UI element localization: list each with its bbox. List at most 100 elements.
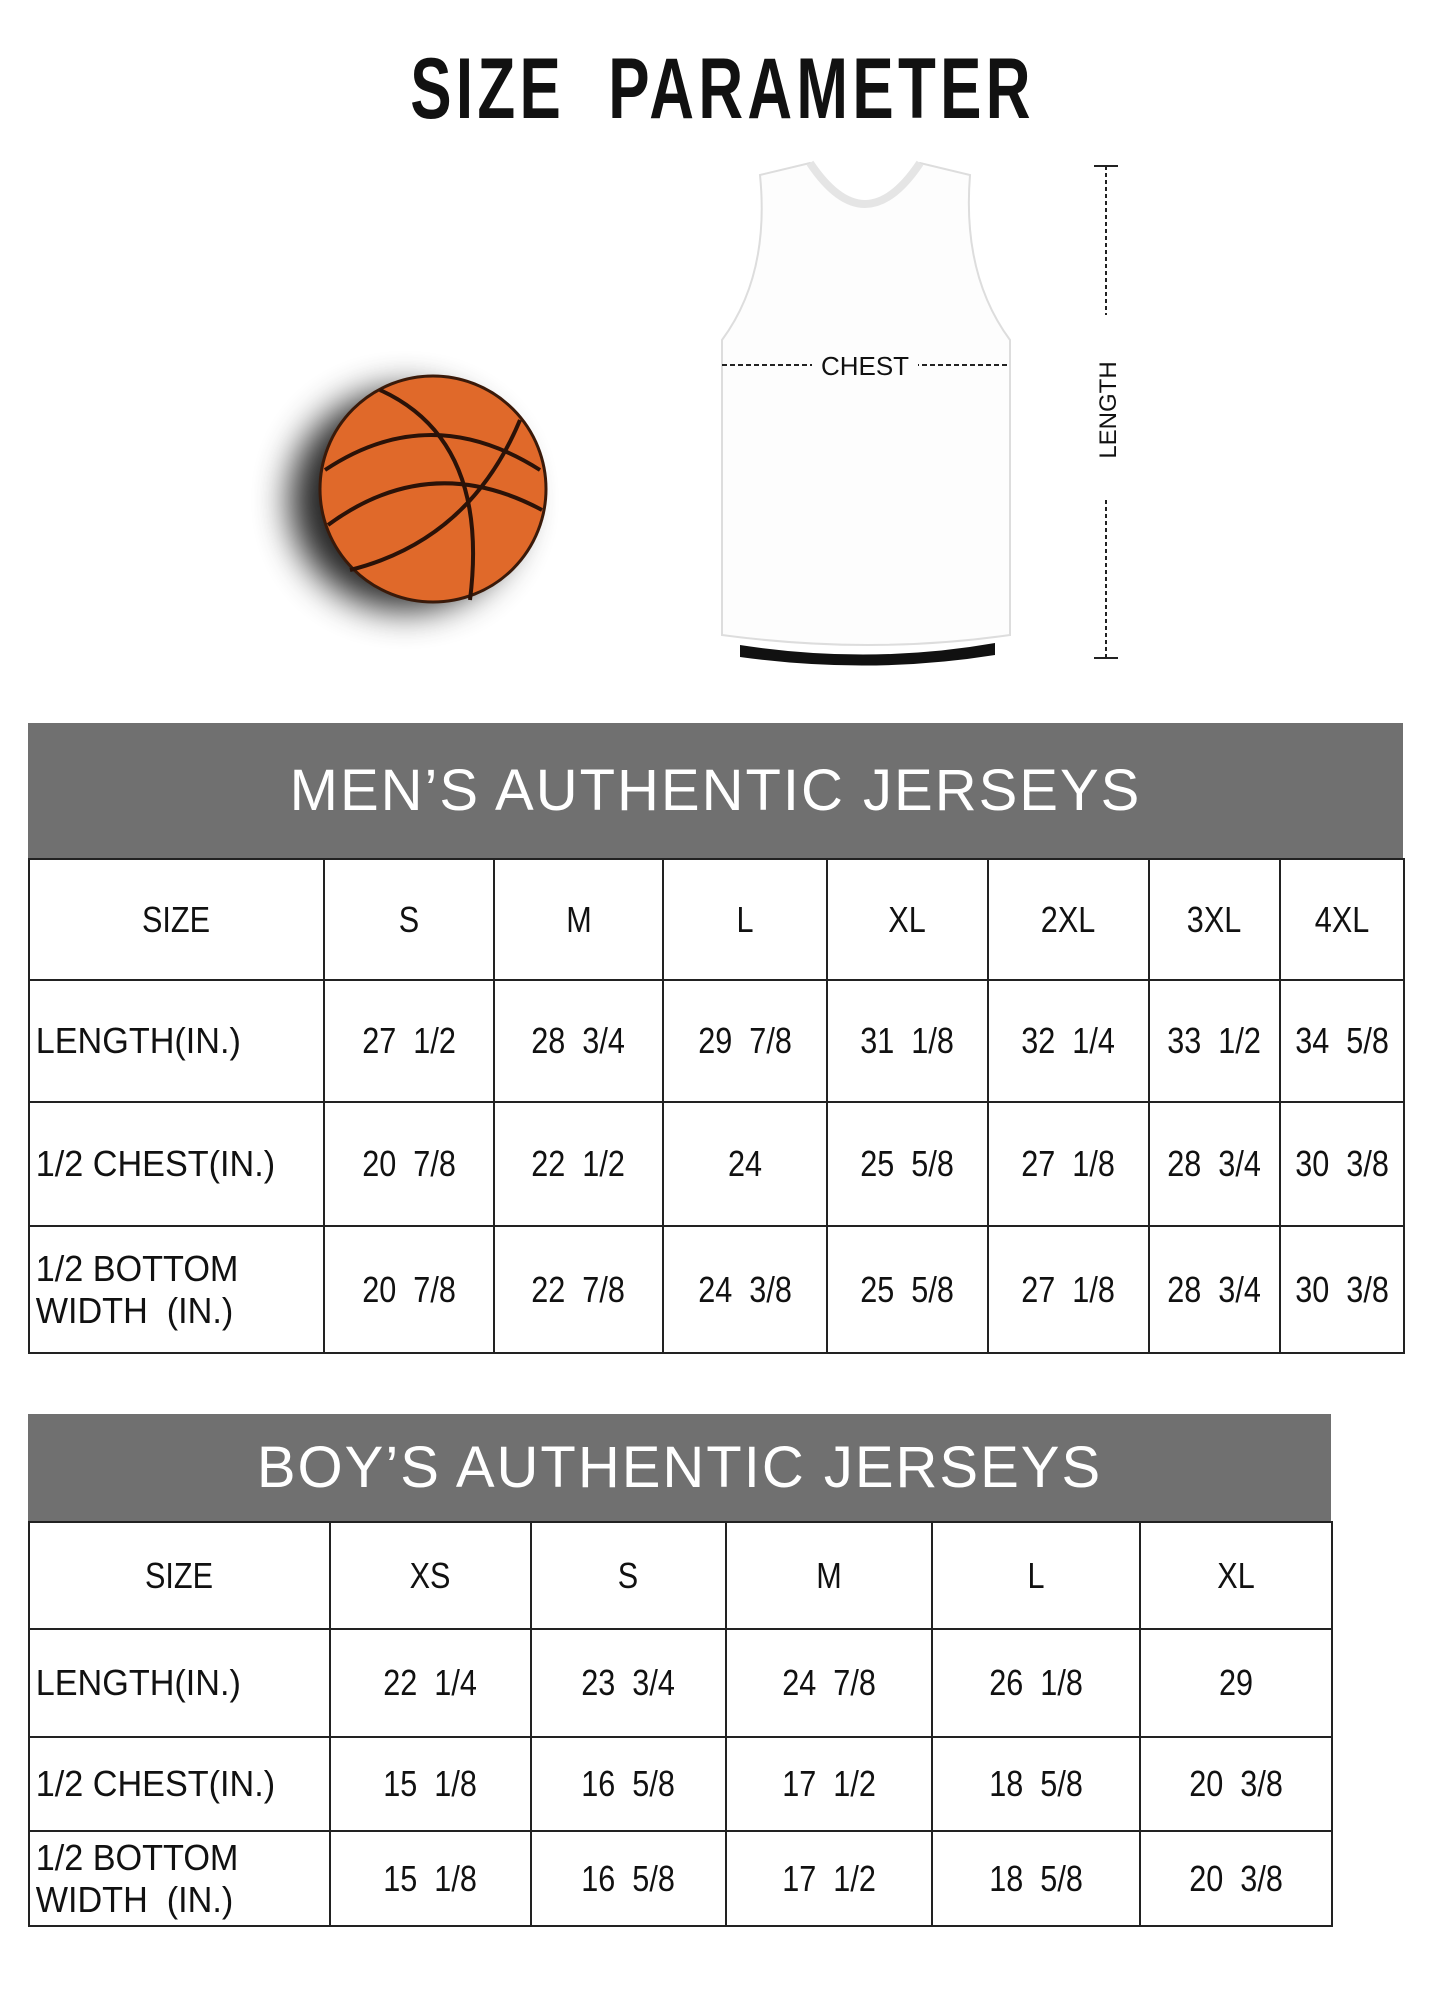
size-header-cell: S [530, 1521, 727, 1630]
measurement-value-cell: 20 3/8 [1139, 1830, 1333, 1927]
table-header-row: SIZE S M L XL 2XL 3XL 4XL [28, 858, 1405, 981]
cell-text: 22 7/8 [531, 1268, 626, 1310]
cell-text: 18 5/8 [989, 1763, 1083, 1804]
measurement-value-cell: 29 7/8 [662, 979, 828, 1103]
measurement-value-cell: 25 5/8 [826, 1101, 989, 1227]
cell-text: 16 5/8 [581, 1857, 676, 1899]
cell-text: 18 5/8 [989, 1857, 1083, 1899]
table-row: 1/2 BOTTOM WIDTH (IN.) 15 1/8 16 5/8 17 1/2… [28, 1830, 1333, 1927]
cell-text: 15 1/8 [383, 1857, 478, 1899]
length-label: LENGTH [1095, 361, 1122, 458]
measurement-label-cell: 1/2 CHEST(IN.) [28, 1736, 331, 1832]
table-row: LENGTH(IN.) 22 1/4 23 3/4 24 7/8 26 1/8 29 [28, 1628, 1333, 1738]
cell-text: 24 3/8 [698, 1268, 792, 1310]
size-header-cell: S [323, 858, 495, 981]
cell-text: XL [1217, 1554, 1255, 1596]
measurement-value-cell: 26 1/8 [931, 1628, 1141, 1738]
cell-text: 27 1/8 [1021, 1143, 1116, 1184]
cell-text: 20 7/8 [362, 1268, 456, 1310]
page-title: SIZE PARAMETER [410, 41, 1035, 137]
cell-text: 20 7/8 [362, 1143, 456, 1184]
length-measure: LENGTH [1094, 165, 1122, 659]
cell-text: 15 1/8 [383, 1763, 478, 1804]
size-header-cell: XL [826, 858, 989, 981]
size-header-cell: 3XL [1148, 858, 1281, 981]
header-label-cell: SIZE [28, 858, 325, 981]
cell-text: 20 3/8 [1189, 1763, 1283, 1804]
basketball-illustration [290, 374, 548, 610]
measurement-label-cell: LENGTH(IN.) [28, 979, 325, 1103]
table-row: LENGTH(IN.) 27 1/2 28 3/4 29 7/8 31 1/8 32 1/… [28, 979, 1405, 1103]
mens-size-table: SIZE S M L XL 2XL 3XL 4XL LENGTH(IN.) 27 1/2 28 3/… [28, 858, 1405, 1354]
measurement-value-cell: 27 1/8 [987, 1101, 1150, 1227]
measurement-value-cell: 20 3/8 [1139, 1736, 1333, 1832]
table-row: 1/2 CHEST(IN.) 20 7/8 22 1/2 24 25 5/8 27 1/8… [28, 1101, 1405, 1227]
measurement-value-cell: 24 [662, 1101, 828, 1227]
cell-text: 16 5/8 [581, 1763, 676, 1804]
cell-text: S [618, 1554, 639, 1596]
measurement-value-cell: 32 1/4 [987, 979, 1150, 1103]
measurement-value-cell: 24 7/8 [725, 1628, 933, 1738]
cell-text: 3XL [1187, 898, 1242, 940]
cell-text: 25 5/8 [860, 1268, 955, 1310]
measurement-value-cell: 24 3/8 [662, 1225, 828, 1354]
measurement-value-cell: 20 7/8 [323, 1225, 495, 1354]
measurement-value-cell: 17 1/2 [725, 1736, 933, 1832]
measurement-value-cell: 27 1/8 [987, 1225, 1150, 1354]
cell-text: 22 1/2 [531, 1143, 626, 1184]
cell-text: 4XL [1314, 898, 1370, 940]
size-header-cell: XL [1139, 1521, 1333, 1630]
measurement-label-cell: 1/2 BOTTOM WIDTH (IN.) [28, 1225, 325, 1354]
size-header-cell: XS [329, 1521, 532, 1630]
cell-text: L [1027, 1554, 1045, 1596]
table-row: 1/2 CHEST(IN.) 15 1/8 16 5/8 17 1/2 18 5/8 20… [28, 1736, 1333, 1832]
measurement-value-cell: 27 1/2 [323, 979, 495, 1103]
measurement-value-cell: 22 1/4 [329, 1628, 532, 1738]
cell-text: 1/2 BOTTOM WIDTH (IN.) [35, 1247, 248, 1331]
ball [318, 374, 548, 604]
cell-text: LENGTH(IN.) [35, 1662, 241, 1703]
measurement-value-cell: 28 3/4 [1148, 1101, 1281, 1227]
measurement-value-cell: 18 5/8 [931, 1736, 1141, 1832]
measurement-value-cell: 25 5/8 [826, 1225, 989, 1354]
measurement-value-cell: 16 5/8 [530, 1736, 727, 1832]
header-label-cell: SIZE [28, 1521, 331, 1630]
mens-heading: MEN’S AUTHENTIC JERSEYS [28, 723, 1403, 858]
cell-text: L [736, 898, 754, 940]
cell-text: 20 3/8 [1189, 1857, 1283, 1899]
cell-text: 26 1/8 [989, 1662, 1083, 1703]
measurement-value-cell: 22 7/8 [493, 1225, 664, 1354]
measurement-value-cell: 15 1/8 [329, 1736, 532, 1832]
table-header-row: SIZE XS S M L XL [28, 1521, 1333, 1630]
cell-text: 24 [727, 1143, 763, 1184]
cell-text: SIZE [142, 898, 211, 940]
boys-heading: BOY’S AUTHENTIC JERSEYS [28, 1414, 1331, 1521]
cell-text: M [565, 898, 592, 940]
size-header-cell: L [931, 1521, 1141, 1630]
measurement-label-cell: 1/2 CHEST(IN.) [28, 1101, 325, 1227]
cell-text: 29 7/8 [698, 1020, 792, 1061]
cell-text: 28 3/4 [531, 1020, 626, 1061]
cell-text: XS [410, 1554, 451, 1596]
measurement-value-cell: 30 3/8 [1279, 1101, 1405, 1227]
cell-text: S [398, 898, 420, 940]
cell-text: SIZE [145, 1554, 214, 1596]
measurement-label-cell: 1/2 BOTTOM WIDTH (IN.) [28, 1830, 331, 1927]
table-row: 1/2 BOTTOM WIDTH (IN.) 20 7/8 22 7/8 24 3/8… [28, 1225, 1405, 1354]
cell-text: 23 3/4 [581, 1662, 676, 1703]
cell-text: 24 7/8 [782, 1662, 876, 1703]
measurement-value-cell: 33 1/2 [1148, 979, 1281, 1103]
cell-text: 1/2 CHEST(IN.) [35, 1143, 276, 1184]
measurement-value-cell: 16 5/8 [530, 1830, 727, 1927]
size-header-cell: M [725, 1521, 933, 1630]
cell-text: 27 1/8 [1021, 1268, 1116, 1310]
measurement-value-cell: 29 [1139, 1628, 1333, 1738]
cell-text: 17 1/2 [782, 1857, 876, 1899]
cell-text: 34 5/8 [1295, 1020, 1389, 1061]
cell-text: 29 [1218, 1662, 1254, 1703]
cell-text: 1/2 CHEST(IN.) [35, 1763, 276, 1804]
measurement-value-cell: 31 1/8 [826, 979, 989, 1103]
ball-seams [323, 388, 543, 601]
cell-text: 17 1/2 [782, 1763, 876, 1804]
